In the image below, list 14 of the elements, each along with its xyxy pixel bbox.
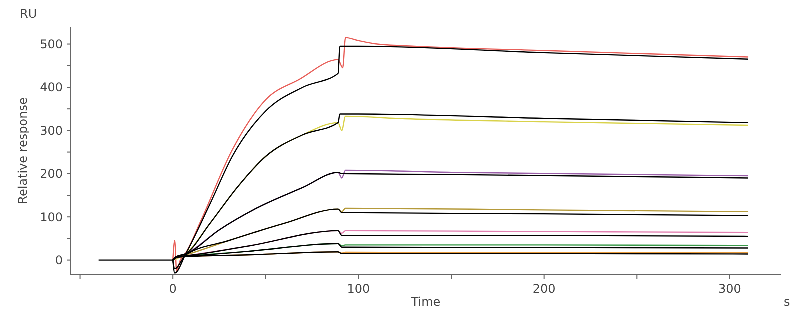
x-tick-label: 100 [347, 282, 370, 296]
y-tick-label: 400 [40, 80, 63, 95]
y-axis-title: Relative response [16, 98, 30, 204]
y-tick-label: 300 [40, 124, 63, 138]
x-tick-label: 300 [718, 282, 742, 296]
x-axis-title: Time [410, 295, 441, 309]
text: RU [20, 7, 38, 21]
y-tick-label: 200 [40, 167, 63, 182]
x-tick-label: 200 [532, 282, 556, 296]
x-tick-label: 0 [169, 282, 177, 296]
y-tick-label: 500 [40, 37, 63, 52]
y-tick-label: 100 [40, 210, 63, 224]
y-tick-label: 0 [55, 254, 63, 268]
text: s [784, 295, 790, 309]
